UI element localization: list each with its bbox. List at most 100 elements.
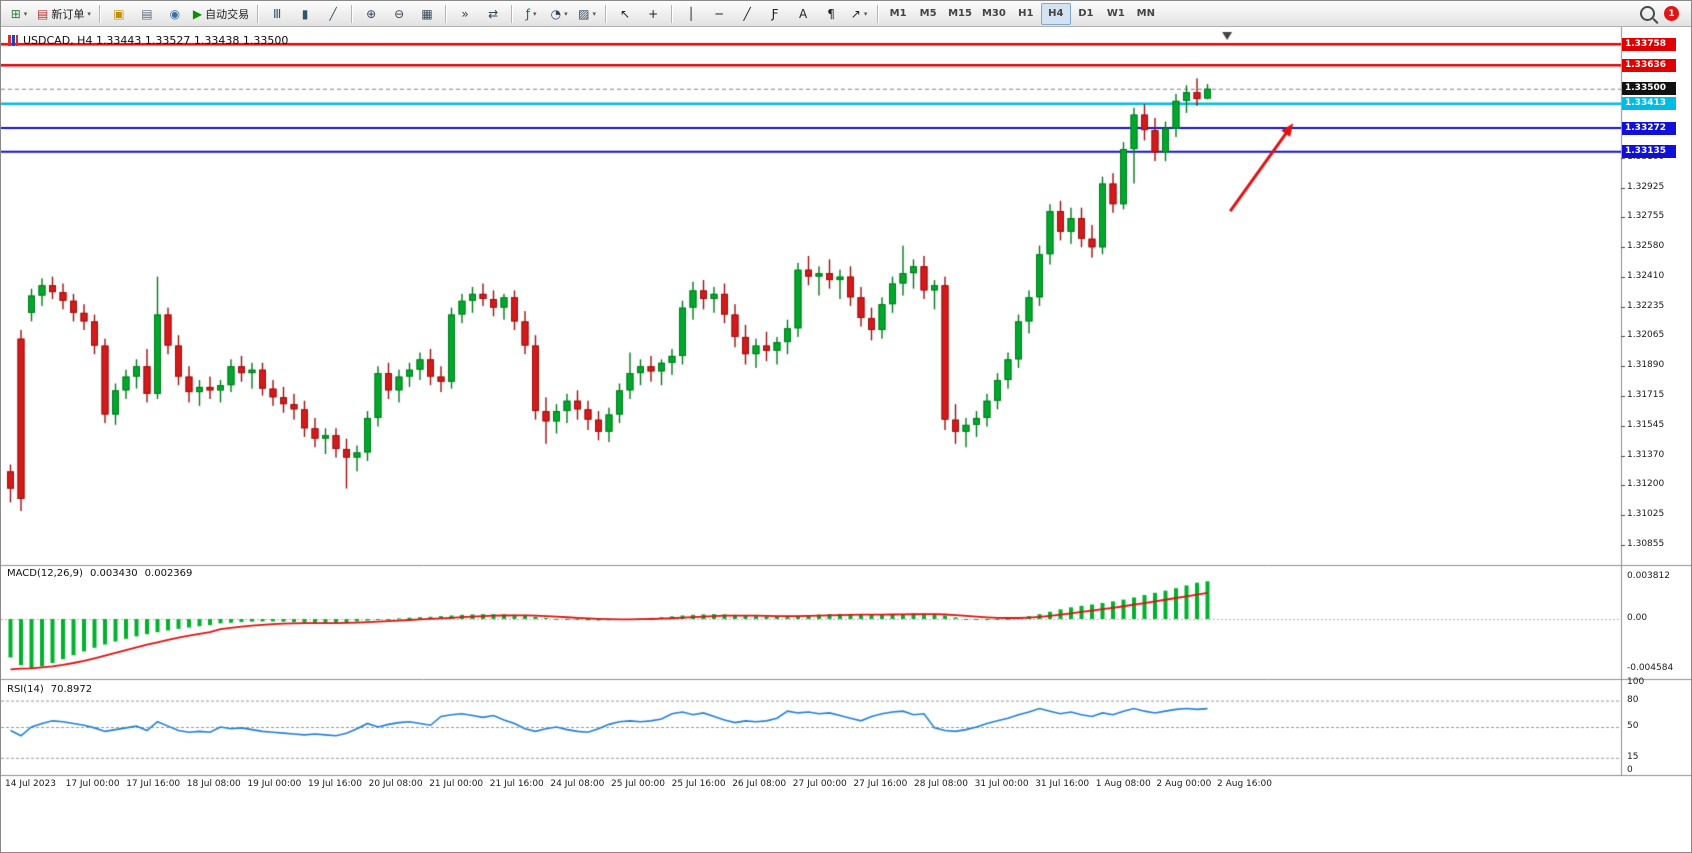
time-axis-label: 17 Jul 00:00 xyxy=(65,779,120,789)
chevron-down-icon: ▾ xyxy=(532,9,537,18)
chart-title-text: USDCAD, H4 1.33443 1.33527 1.33438 1.335… xyxy=(23,34,289,47)
templates-icon: ▨ xyxy=(578,6,590,21)
macd-signal-value: 0.002369 xyxy=(144,568,193,579)
rsi-axis-label: 50 xyxy=(1627,721,1639,731)
text-label-button[interactable]: ¶ xyxy=(817,3,845,25)
chart-line-icon: ╱ xyxy=(329,6,337,21)
chart-line-button[interactable]: ╱ xyxy=(319,3,347,25)
zoom-in-button[interactable]: ⊕ xyxy=(357,3,385,25)
toolbar-separator xyxy=(351,4,354,23)
macd-label: MACD(12,26,9) 0.003430 0.002369 xyxy=(7,568,192,579)
price-axis[interactable]: 1.331001.329251.327551.325801.324101.322… xyxy=(1621,27,1691,775)
search-icon[interactable] xyxy=(1640,6,1655,21)
toolbar-separator xyxy=(257,4,260,23)
timeframe-m5-button[interactable]: M5 xyxy=(919,8,937,19)
hline-price-label: 1.33135 xyxy=(1622,145,1676,159)
toolbar-separator xyxy=(445,4,448,23)
chart-bars-button[interactable]: Ⅲ xyxy=(263,3,291,25)
rsi-label: RSI(14) 70.8972 xyxy=(7,684,92,695)
tile-windows-button[interactable]: ▦ xyxy=(413,3,441,25)
time-axis-label: 17 Jul 16:00 xyxy=(126,779,181,789)
notifications-badge[interactable]: 1 xyxy=(1664,6,1679,21)
price-axis-label: 1.32580 xyxy=(1627,241,1665,252)
price-axis-label: 1.31715 xyxy=(1627,390,1665,401)
data-window-icon: ▤ xyxy=(141,6,153,21)
auto-scroll-button[interactable]: » xyxy=(451,3,479,25)
text-icon: A xyxy=(798,6,808,21)
toolbar-separator xyxy=(671,4,674,23)
chevron-down-icon: ▾ xyxy=(87,9,91,18)
chart-shift-button[interactable]: ⇄ xyxy=(479,3,507,25)
rsi-value: 70.8972 xyxy=(50,684,93,695)
time-axis-label: 24 Jul 08:00 xyxy=(550,779,605,789)
rsi-axis-label: 15 xyxy=(1627,751,1639,762)
time-axis-label: 27 Jul 00:00 xyxy=(792,779,847,789)
rsi-axis-label: 0 xyxy=(1627,765,1633,775)
navigator-button[interactable]: ◉ xyxy=(161,3,189,25)
time-axis-label: 27 Jul 16:00 xyxy=(853,779,908,789)
templates-button[interactable]: ▨ ▾ xyxy=(573,3,601,25)
hline-price-label: 1.33636 xyxy=(1622,58,1676,72)
new-chart-icon: ⊞ xyxy=(10,6,21,21)
price-axis-label: 1.31545 xyxy=(1627,419,1665,430)
time-axis-label: 18 Jul 08:00 xyxy=(186,779,241,789)
time-axis-label: 19 Jul 00:00 xyxy=(247,779,302,789)
arrows-button[interactable]: ↗ ▾ xyxy=(845,3,873,25)
macd-main-value: 0.003430 xyxy=(89,568,138,579)
timeframe-m1-button[interactable]: M1 xyxy=(889,8,907,19)
terminal-icon: ▣ xyxy=(113,6,125,21)
time-axis-label: 31 Jul 16:00 xyxy=(1035,779,1090,789)
price-axis-label: 1.31025 xyxy=(1627,509,1665,520)
hline-price-label: 1.33413 xyxy=(1622,97,1676,111)
timeframe-d1-button[interactable]: D1 xyxy=(1078,8,1094,19)
auto-scroll-icon: » xyxy=(461,6,469,21)
cursor-button[interactable]: ↖ xyxy=(611,3,639,25)
new-order-label: 新订单 xyxy=(51,7,85,21)
new-chart-button[interactable]: ⊞ ▾ xyxy=(5,3,33,25)
periods-button[interactable]: ◔ ▾ xyxy=(545,3,573,25)
price-axis-label: 1.31890 xyxy=(1627,360,1665,371)
tile-windows-icon: ▦ xyxy=(421,6,433,21)
vertical-line-button[interactable]: │ xyxy=(677,3,705,25)
timeframe-m15-button[interactable]: M15 xyxy=(948,8,972,19)
timeframe-h4-button[interactable]: H4 xyxy=(1040,2,1071,25)
text-button[interactable]: A xyxy=(789,3,817,25)
chart-candles-button[interactable]: ▮ xyxy=(291,3,319,25)
periods-icon: ◔ xyxy=(550,6,562,21)
macd-axis-label: -0.004584 xyxy=(1627,663,1674,674)
macd-axis-label: 0.00 xyxy=(1627,613,1648,623)
time-axis-label: 25 Jul 00:00 xyxy=(611,779,665,789)
fibonacci-button[interactable]: Ƒ xyxy=(761,3,789,25)
price-axis-label: 1.32925 xyxy=(1627,181,1665,192)
current-price-label: 1.33500 xyxy=(1622,82,1676,96)
price-chart-canvas[interactable] xyxy=(1,27,1691,852)
price-axis-label: 1.32065 xyxy=(1627,330,1665,341)
chevron-down-icon: ▾ xyxy=(592,9,597,18)
trendline-button[interactable]: ╱ xyxy=(733,3,761,25)
zoom-out-button[interactable]: ⊖ xyxy=(385,3,413,25)
horizontal-line-button[interactable]: ─ xyxy=(705,3,733,25)
rsi-axis-label: 80 xyxy=(1627,694,1639,705)
chart-area: USDCAD, H4 1.33443 1.33527 1.33438 1.335… xyxy=(1,27,1691,852)
zoom-in-icon: ⊕ xyxy=(366,6,377,21)
terminal-button[interactable]: ▣ xyxy=(105,3,133,25)
time-axis[interactable]: 14 Jul 2023 17 Jul 00:00 17 Jul 16:00 18 Ju… xyxy=(1,775,1621,799)
auto-trading-button[interactable]: ▶ 自动交易 xyxy=(189,3,253,25)
indicators-button[interactable]: ƒ ▾ xyxy=(517,3,545,25)
timeframe-m30-button[interactable]: M30 xyxy=(981,8,1006,19)
text-label-icon: ¶ xyxy=(827,6,835,21)
vertical-line-icon: │ xyxy=(687,6,695,21)
toolbar-separator xyxy=(605,4,608,23)
time-axis-label: 21 Jul 00:00 xyxy=(429,779,484,789)
crosshair-button[interactable]: + xyxy=(639,3,667,25)
timeframe-mn-button[interactable]: MN xyxy=(1136,8,1155,19)
timeframe-h1-button[interactable]: H1 xyxy=(1018,8,1034,19)
data-window-button[interactable]: ▤ xyxy=(133,3,161,25)
new-order-button[interactable]: ▤ 新订单 ▾ xyxy=(33,3,95,25)
crosshair-icon: + xyxy=(648,6,659,21)
timeframe-w1-button[interactable]: W1 xyxy=(1106,8,1125,19)
rsi-axis-label: 100 xyxy=(1627,677,1645,687)
auto-trading-icon: ▶ xyxy=(192,6,203,21)
toolbar-right: 1 xyxy=(1640,6,1687,21)
